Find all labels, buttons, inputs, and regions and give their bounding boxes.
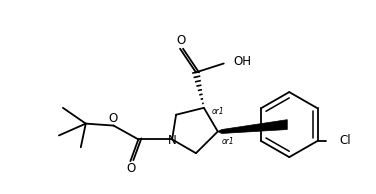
- Text: O: O: [176, 34, 186, 47]
- Text: Cl: Cl: [340, 134, 351, 147]
- Text: N: N: [168, 134, 176, 147]
- Polygon shape: [218, 120, 287, 133]
- Text: O: O: [108, 112, 117, 125]
- Text: OH: OH: [233, 55, 252, 68]
- Text: or1: or1: [212, 107, 224, 116]
- Text: O: O: [127, 162, 136, 175]
- Text: or1: or1: [222, 137, 234, 146]
